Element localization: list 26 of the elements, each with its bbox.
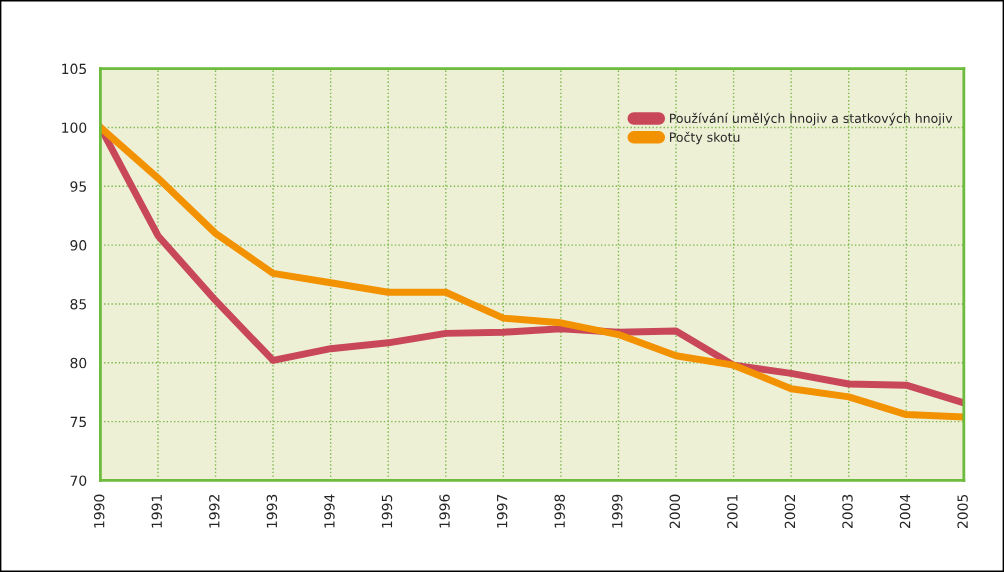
- y-tick-label: 70: [70, 475, 87, 486]
- y-tick-label: 90: [70, 240, 87, 251]
- y-tick-label: 75: [70, 416, 86, 428]
- legend-label: Používání umělých hnojiv a statkových hnojiv: [670, 112, 953, 126]
- x-tick-label: 1998: [554, 494, 565, 528]
- y-tick-label: 100: [62, 122, 87, 133]
- x-tick-label: 2001: [727, 494, 738, 528]
- x-tick-label: 1996: [439, 494, 450, 528]
- x-tick-label: 1993: [266, 494, 278, 528]
- x-tick-label: 1992: [209, 495, 220, 528]
- x-tick-label: 1994: [324, 494, 335, 528]
- x-tick-label: 2000: [669, 494, 681, 528]
- x-tick-label: 2003: [842, 494, 853, 528]
- y-tick-label: 105: [62, 63, 86, 75]
- x-tick-label: 2002: [784, 495, 796, 528]
- x-tick-label: 1995: [381, 494, 393, 528]
- x-tick-label: 2004: [899, 494, 911, 528]
- y-tick-label: 95: [70, 181, 86, 192]
- x-tick-label: 1999: [611, 494, 623, 528]
- x-tick-label: 2005: [957, 494, 968, 528]
- x-tick-label: 1997: [496, 494, 508, 528]
- legend-label: Počty skotu: [670, 131, 740, 145]
- y-tick-label: 80: [70, 357, 87, 369]
- x-tick-label: 1991: [151, 494, 162, 528]
- y-tick-label: 85: [70, 298, 86, 310]
- x-tick-label: 1990: [93, 494, 105, 528]
